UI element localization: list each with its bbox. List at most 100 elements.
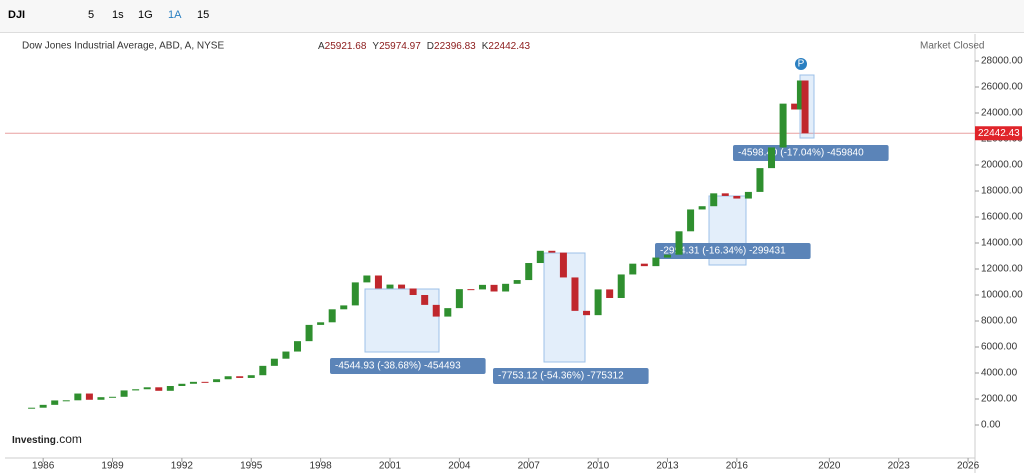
candle bbox=[363, 275, 371, 283]
candle bbox=[768, 147, 776, 169]
x-tick-label: 2007 bbox=[518, 461, 541, 472]
x-tick-label: 2010 bbox=[587, 461, 610, 472]
ohlc: A25921.68 Y25974.97 D22396.83 K22442.43 bbox=[318, 41, 531, 52]
badge bbox=[795, 58, 807, 70]
candle bbox=[155, 387, 163, 391]
interval[interactable]: 15 bbox=[197, 9, 210, 21]
y-tick-label: 14000.00 bbox=[981, 238, 1023, 249]
ohlc-value: 25974.97 bbox=[379, 41, 421, 52]
candle bbox=[710, 193, 718, 207]
candle bbox=[166, 386, 174, 391]
y-tick-label: 4000.00 bbox=[981, 368, 1018, 379]
candle bbox=[467, 289, 475, 291]
candle bbox=[236, 376, 244, 378]
candle bbox=[779, 103, 787, 148]
y-tick-label: 28000.00 bbox=[981, 56, 1023, 67]
annotation-box bbox=[330, 358, 486, 374]
y-tick-label: 6000.00 bbox=[981, 342, 1018, 353]
ohlc-key: K bbox=[482, 41, 489, 52]
candle bbox=[432, 304, 440, 317]
candle bbox=[97, 397, 105, 400]
x-tick-label: 2023 bbox=[888, 461, 911, 472]
interval[interactable]: 1G bbox=[138, 9, 153, 21]
candle bbox=[224, 376, 232, 380]
candle bbox=[801, 80, 809, 134]
ohlc-key: Y bbox=[372, 41, 379, 52]
market-status: Market Closed bbox=[920, 41, 984, 52]
candle bbox=[51, 400, 59, 405]
candle bbox=[617, 274, 625, 298]
x-tick-label: 2001 bbox=[379, 461, 402, 472]
y-tick-label: 26000.00 bbox=[981, 82, 1023, 93]
candle bbox=[687, 209, 695, 232]
candle bbox=[259, 365, 267, 376]
candle bbox=[39, 404, 47, 408]
interval[interactable]: 1A bbox=[168, 9, 182, 21]
y-tick-label: 20000.00 bbox=[981, 160, 1023, 171]
candle bbox=[721, 193, 729, 196]
x-tick-label: 1992 bbox=[171, 461, 194, 472]
interval[interactable]: 1s bbox=[112, 9, 124, 21]
candle bbox=[583, 310, 591, 316]
candle bbox=[606, 289, 614, 298]
interval[interactable]: 5 bbox=[88, 9, 95, 21]
toolbar: DJI 5 1s 1G 1A 15 bbox=[0, 0, 1024, 33]
candle bbox=[213, 379, 221, 383]
ohlc-key: D bbox=[427, 41, 434, 52]
x-tick-label: 2020 bbox=[818, 461, 841, 472]
candle bbox=[120, 390, 128, 397]
logo-suffix: .com bbox=[56, 432, 82, 446]
candle bbox=[733, 195, 741, 199]
y-tick-label: 0.00 bbox=[981, 420, 1001, 431]
candle bbox=[744, 191, 752, 199]
candle bbox=[652, 257, 660, 267]
logo: Investing.com bbox=[12, 432, 82, 446]
candle bbox=[189, 381, 197, 384]
candle bbox=[791, 103, 799, 110]
x-tick-label: 2016 bbox=[726, 461, 749, 472]
last-price-label: 22442.43 bbox=[978, 128, 1020, 139]
candle bbox=[247, 375, 255, 378]
x-tick-label: 1989 bbox=[101, 461, 124, 472]
candle bbox=[421, 295, 429, 305]
candle bbox=[698, 206, 706, 210]
legend-title: Dow Jones Industrial Average, ABD, A, NY… bbox=[22, 41, 224, 52]
candle bbox=[282, 351, 290, 359]
y-tick-label: 24000.00 bbox=[981, 108, 1023, 119]
candle bbox=[398, 284, 406, 289]
candle bbox=[490, 284, 498, 292]
candle bbox=[675, 231, 683, 255]
x-tick-label: 2026 bbox=[957, 461, 980, 472]
candle bbox=[640, 263, 648, 267]
candle bbox=[109, 396, 117, 398]
ohlc-value: 25921.68 bbox=[325, 41, 367, 52]
candle bbox=[629, 263, 637, 275]
annotation-label: -4598.40 (-17.04%) -459840 bbox=[738, 148, 864, 159]
last-price-box bbox=[975, 126, 1022, 141]
candle bbox=[340, 305, 348, 310]
candle bbox=[502, 283, 510, 292]
candle bbox=[294, 341, 302, 352]
annotation-label: -4544.93 (-38.68%) -454493 bbox=[335, 361, 461, 372]
candle bbox=[143, 387, 151, 390]
candle bbox=[594, 289, 602, 316]
symbol[interactable]: DJI bbox=[8, 9, 26, 21]
candle bbox=[455, 289, 463, 309]
candle bbox=[756, 168, 764, 192]
y-tick-label: 16000.00 bbox=[981, 212, 1023, 223]
candle bbox=[409, 288, 417, 295]
x-tick-label: 1998 bbox=[310, 461, 333, 472]
candle bbox=[62, 400, 70, 402]
x-tick-label: 2004 bbox=[448, 461, 471, 472]
x-tick-label: 1995 bbox=[240, 461, 263, 472]
candle bbox=[74, 393, 82, 401]
y-tick-label: 2000.00 bbox=[981, 394, 1018, 405]
candle bbox=[132, 389, 140, 391]
logo-main: Investing bbox=[12, 435, 56, 446]
candle bbox=[201, 381, 209, 383]
candle bbox=[85, 393, 93, 400]
candle bbox=[317, 322, 325, 325]
candle bbox=[571, 277, 579, 311]
